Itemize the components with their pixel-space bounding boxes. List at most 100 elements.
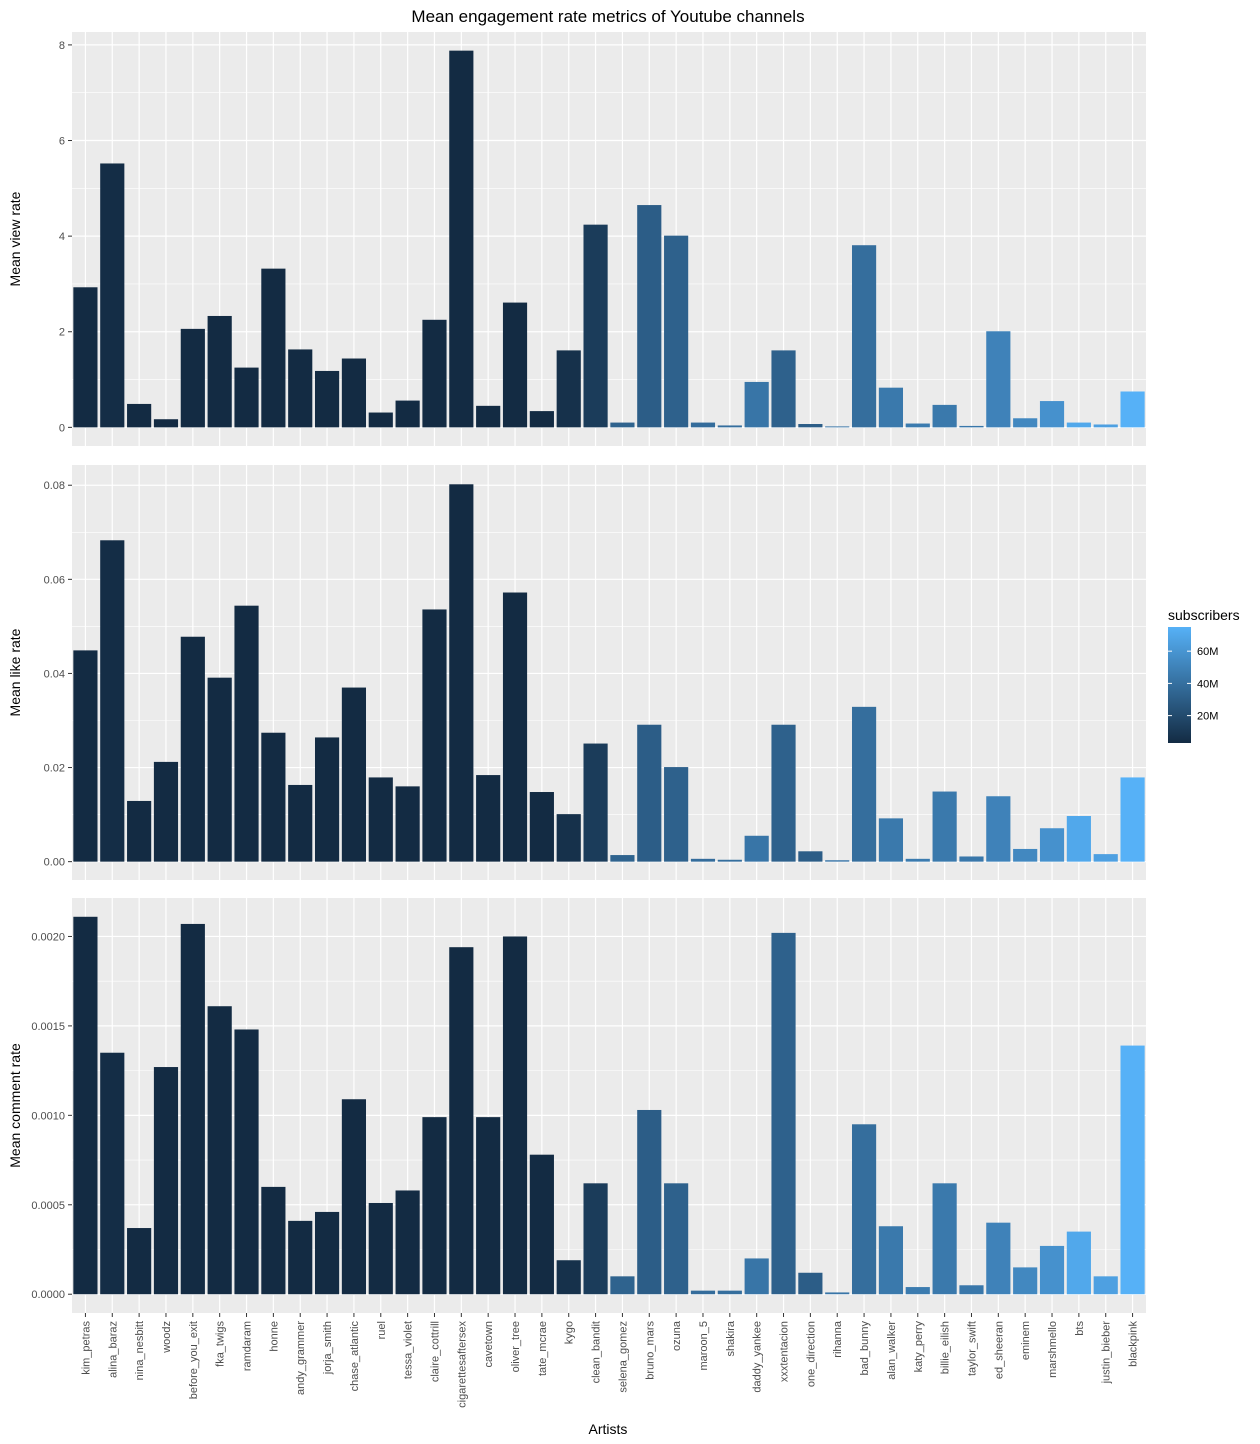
bar-ozuna <box>664 235 689 428</box>
bar-clean_bandit <box>583 224 608 428</box>
bar-kygo <box>556 350 581 428</box>
bar-bts <box>1066 422 1091 428</box>
x-tick-label: bruno_mars <box>644 1321 656 1380</box>
bar-andy_grammer <box>288 349 313 428</box>
bar-nina_nesbitt <box>127 800 152 862</box>
x-tick-label: woodz <box>161 1321 173 1354</box>
bar-xxxtentacion <box>771 724 796 862</box>
bar-cavetown <box>476 405 501 428</box>
x-tick-label: nina_nesbitt <box>134 1321 146 1380</box>
bar-eminem <box>1013 418 1038 428</box>
bar-alina_baraz <box>100 540 125 862</box>
x-tick-label: kygo <box>564 1321 576 1344</box>
x-tick-label: daddy_yankee <box>752 1321 764 1393</box>
x-tick-label: ozuna <box>671 1320 683 1351</box>
bar-nina_nesbitt <box>127 1228 152 1295</box>
legend-tick-label: 20M <box>1197 711 1218 723</box>
bar-ramdaram <box>234 605 259 862</box>
x-tick-label: blackpink <box>1128 1321 1140 1367</box>
x-tick-label: eminem <box>1020 1321 1032 1360</box>
bar-claire_cottrill <box>422 319 447 428</box>
chart-title: Mean engagement rate metrics of Youtube … <box>411 7 804 26</box>
x-tick-label: alan_walker <box>886 1321 898 1380</box>
bar-ed_sheeran <box>986 331 1011 428</box>
bar-shakira <box>717 1290 742 1295</box>
bar-maroon_5 <box>690 858 716 862</box>
bar-ruel <box>368 412 393 428</box>
bar-rihanna <box>825 1292 850 1295</box>
bar-fka_twigs <box>207 315 232 428</box>
bar-kim_petras <box>73 650 98 862</box>
panel-background <box>72 898 1146 1313</box>
bar-clean_bandit <box>583 743 608 862</box>
bar-jorja_smith <box>314 737 340 862</box>
y-tick-label: 6 <box>59 136 65 148</box>
y-axis-title: Mean comment rate <box>7 1043 23 1168</box>
x-tick-label: xxxtentacion <box>779 1321 791 1382</box>
x-tick-label: katy_perry <box>913 1321 925 1373</box>
bar-andy_grammer <box>288 784 313 862</box>
legend-title: subscribers <box>1168 607 1240 623</box>
bar-tessa_violet <box>395 1190 420 1295</box>
x-tick-label: kim_petras <box>80 1321 92 1375</box>
bar-selena_gomez <box>610 855 635 862</box>
bar-bruno_mars <box>637 724 662 862</box>
bar-ed_sheeran <box>986 1222 1011 1295</box>
bar-billie_eilish <box>932 791 957 862</box>
x-tick-label: bad_bunny <box>859 1321 871 1376</box>
bar-cavetown <box>476 1117 501 1295</box>
x-tick-label: ruel <box>376 1321 388 1339</box>
x-tick-label: tate_mcrae <box>537 1321 549 1376</box>
x-axis-title: Artists <box>589 1421 628 1437</box>
panel-3: 0.0000 0.0005 0.0010 0.0015 0.0020 Mean comme… <box>7 898 1146 1313</box>
bar-daddy_yankee <box>744 381 769 428</box>
bar-alan_walker <box>878 1226 904 1295</box>
x-tick-label: one_direction <box>805 1321 817 1387</box>
bar-katy_perry <box>905 423 930 428</box>
y-axis-title: Mean like rate <box>7 628 23 716</box>
x-tick-label: selena_gomez <box>617 1321 629 1393</box>
bar-bad_bunny <box>851 706 877 862</box>
bar-eminem <box>1013 848 1038 862</box>
bar-marshmello <box>1039 401 1065 428</box>
bar-ramdaram <box>234 1029 259 1295</box>
y-tick-label: 2 <box>59 327 65 339</box>
y-axis-title: Mean view rate <box>7 191 23 286</box>
bar-taylor_swift <box>959 856 984 862</box>
panels: 0 2 4 6 8 Mean view rate 0.00 0.02 0.04 0.06 0.08 M… <box>7 32 1146 1313</box>
legend-tick-label: 60M <box>1197 646 1218 658</box>
bar-daddy_yankee <box>744 1258 769 1295</box>
bar-blackpink <box>1120 777 1145 862</box>
bar-bad_bunny <box>851 245 877 428</box>
x-axis: kim_petras alina_baraz nina_nesbitt woodz be… <box>80 1313 1140 1408</box>
bar-jorja_smith <box>314 1211 340 1295</box>
y-tick-label: 0.0010 <box>31 1110 65 1122</box>
bar-marshmello <box>1039 828 1065 862</box>
bar-before_you_exit <box>180 328 205 428</box>
bar-alina_baraz <box>100 163 125 428</box>
y-tick-label: 0.0015 <box>31 1021 65 1033</box>
bar-billie_eilish <box>932 404 957 428</box>
x-tick-label: ramdaram <box>242 1321 254 1371</box>
bar-alan_walker <box>878 387 904 428</box>
panel-1: 0 2 4 6 8 Mean view rate <box>7 32 1146 446</box>
x-tick-label: justin_bieber <box>1101 1321 1113 1385</box>
bar-kim_petras <box>73 287 98 428</box>
bar-one_direction <box>798 851 823 862</box>
bar-blackpink <box>1120 391 1145 428</box>
bar-fka_twigs <box>207 1006 232 1295</box>
x-tick-label: chase_atlantic <box>349 1321 361 1392</box>
bar-cigarettesaftersex <box>449 50 474 428</box>
bar-jorja_smith <box>314 370 340 428</box>
bar-eminem <box>1013 1267 1038 1295</box>
bar-rihanna <box>825 426 850 428</box>
bar-kygo <box>556 814 581 862</box>
bar-tate_mcrae <box>529 411 554 428</box>
x-tick-label: before_you_exit <box>188 1321 200 1399</box>
bar-tate_mcrae <box>529 1154 554 1295</box>
y-tick-label: 0.08 <box>44 480 65 492</box>
y-tick-label: 0.0005 <box>31 1200 65 1212</box>
bar-one_direction <box>798 424 823 428</box>
bar-bruno_mars <box>637 205 662 428</box>
bar-shakira <box>717 859 742 862</box>
